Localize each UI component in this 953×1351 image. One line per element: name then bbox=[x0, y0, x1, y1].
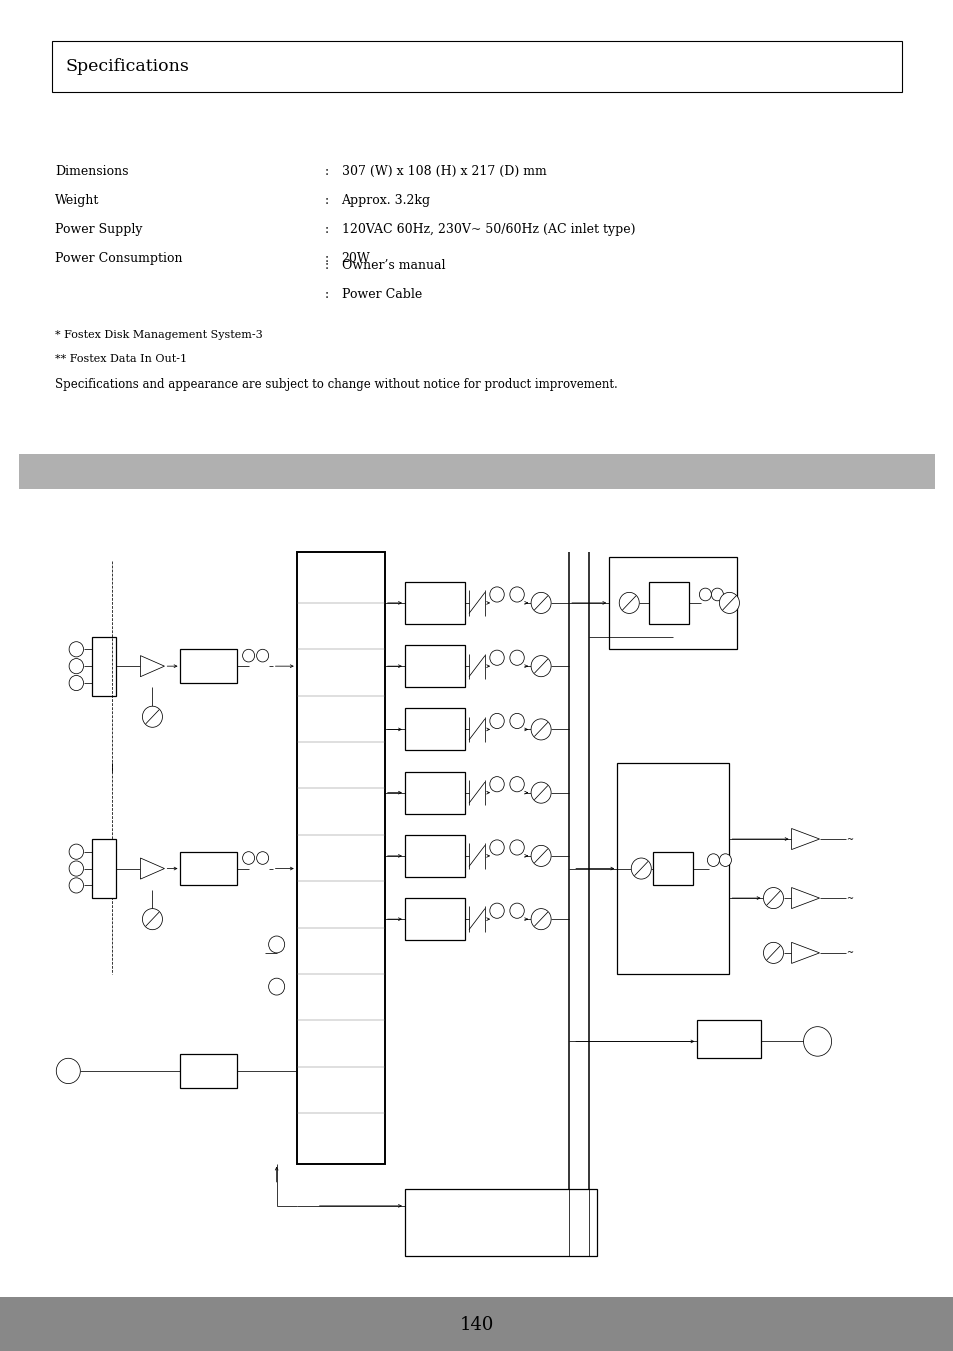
Text: 20W: 20W bbox=[341, 251, 370, 265]
Polygon shape bbox=[791, 888, 819, 909]
Circle shape bbox=[142, 909, 162, 929]
Circle shape bbox=[631, 858, 651, 880]
Circle shape bbox=[56, 1058, 80, 1084]
Text: Owner’s manual: Owner’s manual bbox=[341, 259, 444, 273]
Bar bbox=[404, 1189, 597, 1256]
Text: :: : bbox=[324, 251, 328, 265]
Text: :: : bbox=[324, 165, 328, 178]
Circle shape bbox=[69, 844, 84, 859]
Text: Power Supply: Power Supply bbox=[55, 223, 143, 236]
Circle shape bbox=[762, 888, 782, 909]
Bar bbox=[404, 708, 464, 751]
Text: Dimensions: Dimensions bbox=[55, 165, 129, 178]
Text: Weight: Weight bbox=[55, 195, 100, 207]
Bar bbox=[180, 851, 236, 885]
Bar bbox=[404, 582, 464, 624]
Circle shape bbox=[802, 1027, 831, 1056]
Polygon shape bbox=[791, 828, 819, 850]
Circle shape bbox=[256, 851, 269, 865]
Bar bbox=[92, 636, 116, 696]
Circle shape bbox=[719, 854, 731, 866]
Polygon shape bbox=[140, 655, 164, 677]
Bar bbox=[92, 839, 116, 898]
Polygon shape bbox=[791, 943, 819, 963]
Circle shape bbox=[509, 650, 524, 665]
Text: Power Consumption: Power Consumption bbox=[55, 251, 183, 265]
Text: :: : bbox=[324, 259, 328, 273]
Circle shape bbox=[531, 909, 551, 929]
Bar bbox=[404, 835, 464, 877]
Text: ~: ~ bbox=[844, 835, 852, 843]
Bar bbox=[19, 454, 934, 489]
Circle shape bbox=[269, 936, 284, 952]
Circle shape bbox=[69, 642, 84, 657]
Text: :: : bbox=[324, 289, 328, 301]
Text: 140: 140 bbox=[459, 1316, 494, 1333]
Circle shape bbox=[531, 719, 551, 740]
Circle shape bbox=[269, 978, 284, 996]
Bar bbox=[296, 553, 384, 1163]
Text: :: : bbox=[324, 195, 328, 207]
Circle shape bbox=[509, 902, 524, 919]
Bar bbox=[617, 763, 729, 974]
Circle shape bbox=[489, 777, 504, 792]
Text: Power Cable: Power Cable bbox=[341, 289, 421, 301]
Text: 120VAC 60Hz, 230V~ 50/60Hz (AC inlet type): 120VAC 60Hz, 230V~ 50/60Hz (AC inlet typ… bbox=[341, 223, 635, 236]
Bar bbox=[180, 1054, 236, 1088]
Circle shape bbox=[256, 650, 269, 662]
Circle shape bbox=[242, 650, 254, 662]
Circle shape bbox=[531, 782, 551, 804]
Bar bbox=[404, 771, 464, 813]
Bar bbox=[404, 898, 464, 940]
Text: ~: ~ bbox=[844, 948, 852, 958]
Circle shape bbox=[489, 586, 504, 603]
Bar bbox=[180, 650, 236, 684]
Bar bbox=[649, 582, 689, 624]
Circle shape bbox=[69, 676, 84, 690]
Text: Specifications: Specifications bbox=[66, 58, 190, 74]
Circle shape bbox=[489, 650, 504, 665]
Bar bbox=[404, 644, 464, 688]
Circle shape bbox=[711, 588, 722, 601]
Text: * Fostex Disk Management System-3: * Fostex Disk Management System-3 bbox=[55, 330, 263, 339]
Text: ~: ~ bbox=[844, 893, 852, 902]
Circle shape bbox=[489, 713, 504, 728]
Circle shape bbox=[489, 840, 504, 855]
Text: :: : bbox=[324, 223, 328, 236]
Circle shape bbox=[509, 777, 524, 792]
Circle shape bbox=[69, 878, 84, 893]
Circle shape bbox=[69, 658, 84, 674]
Circle shape bbox=[509, 586, 524, 603]
Circle shape bbox=[719, 592, 739, 613]
Bar bbox=[609, 557, 737, 650]
Bar bbox=[0, 1297, 953, 1351]
Circle shape bbox=[531, 655, 551, 677]
Circle shape bbox=[69, 861, 84, 877]
Circle shape bbox=[509, 840, 524, 855]
Circle shape bbox=[509, 713, 524, 728]
Circle shape bbox=[242, 851, 254, 865]
Circle shape bbox=[699, 588, 711, 601]
Bar bbox=[653, 851, 693, 885]
Text: 307 (W) x 108 (H) x 217 (D) mm: 307 (W) x 108 (H) x 217 (D) mm bbox=[341, 165, 546, 178]
Text: Specifications and appearance are subject to change without notice for product i: Specifications and appearance are subjec… bbox=[55, 378, 618, 392]
Text: Approx. 3.2kg: Approx. 3.2kg bbox=[341, 195, 430, 207]
Circle shape bbox=[531, 846, 551, 866]
Circle shape bbox=[618, 592, 639, 613]
Circle shape bbox=[142, 707, 162, 727]
Text: ** Fostex Data In Out-1: ** Fostex Data In Out-1 bbox=[55, 354, 187, 363]
Polygon shape bbox=[140, 858, 164, 880]
Bar bbox=[52, 41, 901, 92]
Circle shape bbox=[762, 943, 782, 963]
Circle shape bbox=[706, 854, 719, 866]
Circle shape bbox=[531, 592, 551, 613]
Circle shape bbox=[489, 902, 504, 919]
Bar bbox=[697, 1020, 760, 1058]
